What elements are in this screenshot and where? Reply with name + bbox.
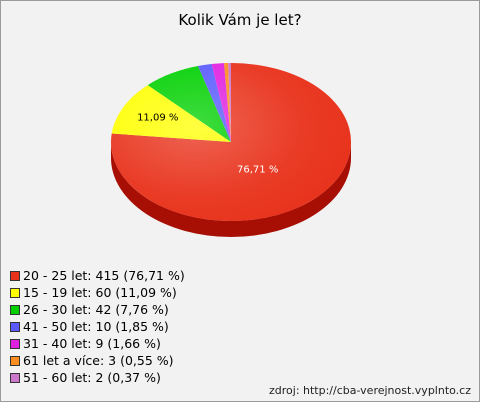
pie-highlight [111, 63, 351, 221]
slice-label-0: 76,71 % [237, 165, 278, 176]
legend-item: 26 - 30 let: 42 (7,76 %) [10, 301, 185, 318]
legend-item: 41 - 50 let: 10 (1,85 %) [10, 318, 185, 335]
pie-chart: 76,71 % 11,09 % [111, 63, 351, 237]
legend-swatch [10, 338, 20, 349]
legend-swatch [10, 372, 20, 383]
slice-label-1: 11,09 % [137, 112, 178, 123]
legend-item: 51 - 60 let: 2 (0,37 %) [10, 369, 185, 386]
legend-label: 15 - 19 let: 60 (11,09 %) [23, 285, 177, 300]
legend-label: 20 - 25 let: 415 (76,71 %) [23, 268, 185, 283]
legend-item: 61 let a více: 3 (0,55 %) [10, 352, 185, 369]
legend-item: 31 - 40 let: 9 (1,66 %) [10, 335, 185, 352]
source-credit: zdroj: http://cba-verejnost.vyplnto.cz [269, 384, 471, 397]
legend: 20 - 25 let: 415 (76,71 %) 15 - 19 let: 6… [10, 267, 185, 386]
legend-label: 26 - 30 let: 42 (7,76 %) [23, 302, 169, 317]
legend-label: 31 - 40 let: 9 (1,66 %) [23, 336, 161, 351]
legend-swatch [10, 321, 20, 332]
pie-side-0 [111, 142, 351, 237]
legend-swatch [10, 270, 20, 281]
legend-swatch [10, 355, 20, 366]
legend-label: 51 - 60 let: 2 (0,37 %) [23, 370, 161, 385]
legend-swatch [10, 304, 20, 315]
legend-item: 15 - 19 let: 60 (11,09 %) [10, 284, 185, 301]
legend-label: 41 - 50 let: 10 (1,85 %) [23, 319, 169, 334]
legend-swatch [10, 287, 20, 298]
pie-sides [111, 142, 351, 237]
chart-title: Kolik Vám je let? [178, 11, 302, 29]
legend-label: 61 let a více: 3 (0,55 %) [23, 353, 174, 368]
legend-item: 20 - 25 let: 415 (76,71 %) [10, 267, 185, 284]
